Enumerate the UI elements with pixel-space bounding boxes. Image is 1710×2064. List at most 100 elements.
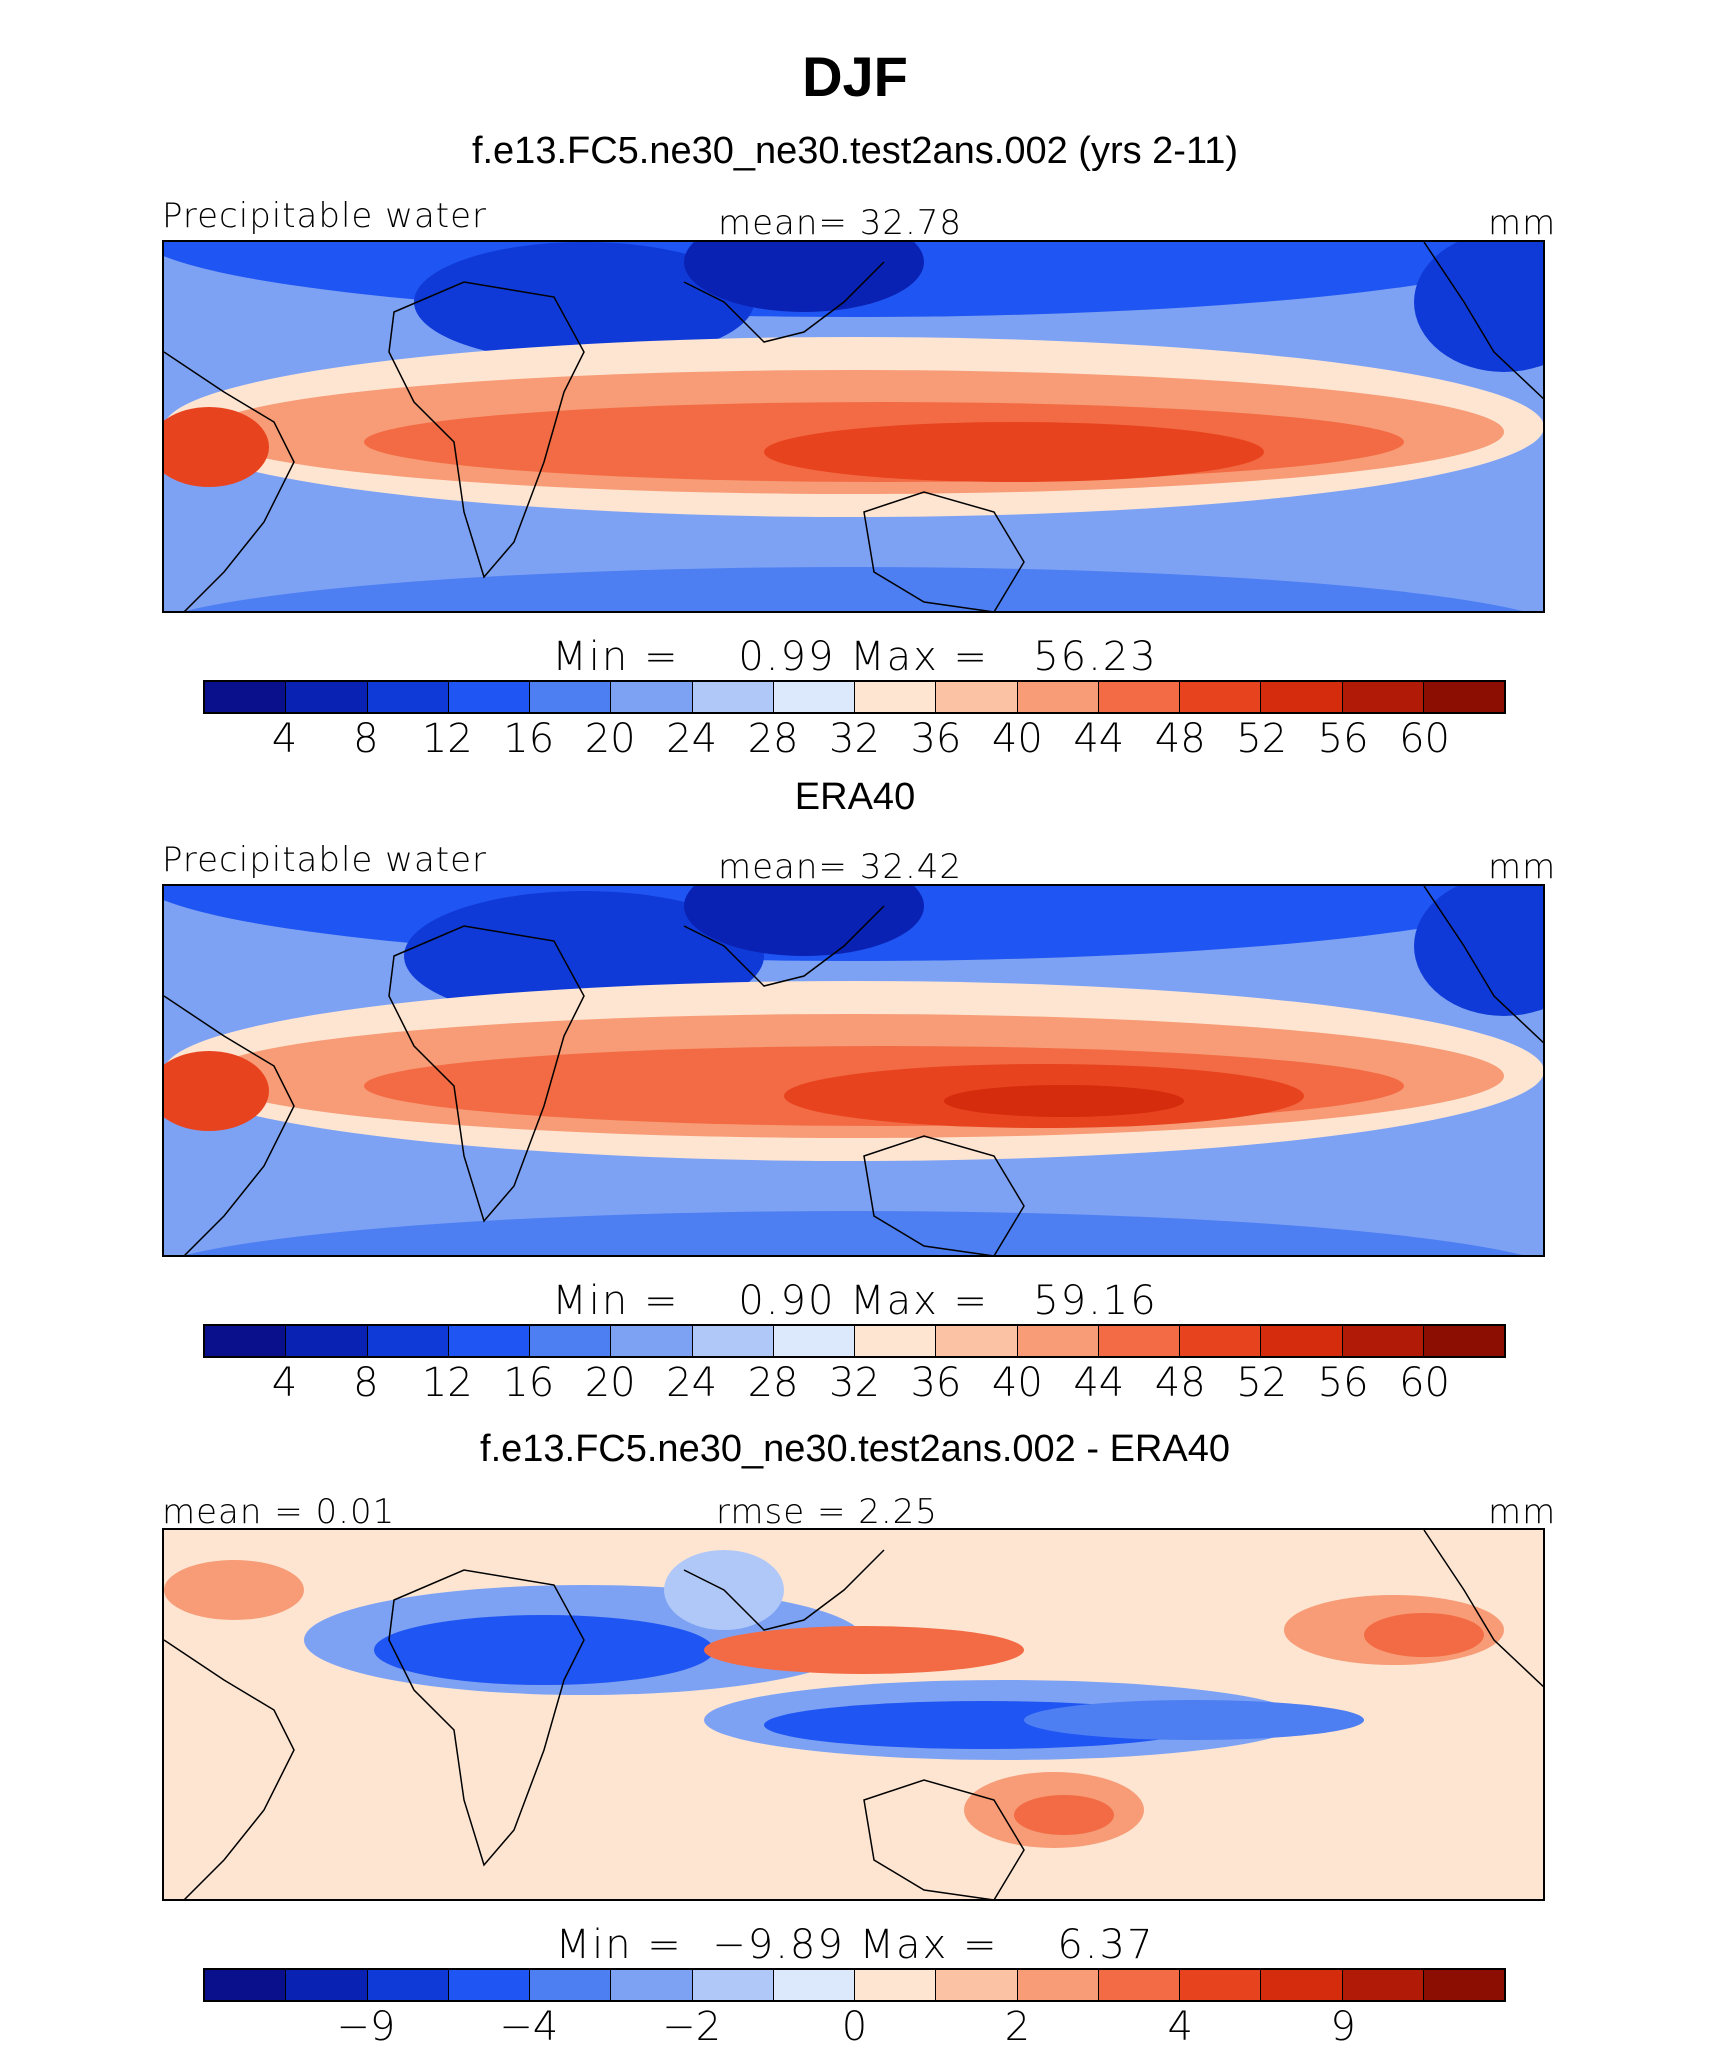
colorbar-swatch xyxy=(936,1970,1018,2000)
asia-coastline xyxy=(683,261,885,343)
colorbar-swatch xyxy=(1342,1326,1424,1356)
colorbar-swatch xyxy=(1423,1326,1504,1356)
colorbar-swatch xyxy=(1342,1970,1424,2000)
panel-3-mean-label: mean = 0.01 xyxy=(162,1492,396,1532)
colorbar-tick-label: 48 xyxy=(1154,1360,1206,1406)
colorbar-swatch xyxy=(1017,682,1099,712)
colorbar-swatch xyxy=(448,1326,530,1356)
colorbar-swatch xyxy=(611,682,693,712)
panel-1-map-svg xyxy=(164,242,1543,611)
panel-2-variable-label: Precipitable water xyxy=(162,840,488,880)
colorbar-tick-label: 44 xyxy=(1073,1360,1125,1406)
panel-3-map-svg xyxy=(164,1530,1543,1899)
panel-1-mean-label: mean= 32.78 xyxy=(718,203,963,243)
panel-1-variable-label: Precipitable water xyxy=(162,196,488,236)
colorbar-swatch xyxy=(1180,1970,1262,2000)
sahara-dry-region xyxy=(414,242,754,362)
australia-coastline xyxy=(863,1779,1025,1899)
colorbar-tick-label: 32 xyxy=(829,716,880,762)
colorbar-swatch xyxy=(367,682,449,712)
colorbar-swatch xyxy=(692,1970,774,2000)
panel-2-map xyxy=(162,884,1545,1257)
colorbar-tick-label: 40 xyxy=(991,716,1043,762)
panel-1-minmax: Min = 0.99 Max = 56.23 xyxy=(552,634,1158,680)
south-america-coastline xyxy=(164,1639,295,1899)
colorbar-tick-label: −9 xyxy=(336,2004,396,2050)
panel-2-units-label: mm xyxy=(1488,847,1557,887)
colorbar-swatch xyxy=(855,1326,937,1356)
colorbar-swatch xyxy=(530,682,612,712)
asia-coastline xyxy=(683,1549,885,1631)
colorbar-swatch xyxy=(1098,1326,1180,1356)
colorbar-tick-label: 52 xyxy=(1236,1360,1288,1406)
amazon-moist-region xyxy=(164,1051,269,1131)
colorbar-swatch xyxy=(773,682,855,712)
panel-1-colorbar xyxy=(203,680,1506,714)
south-low-band xyxy=(185,1211,1523,1255)
panel-3-units-label: mm xyxy=(1488,1492,1557,1532)
colorbar-tick-label: 16 xyxy=(503,716,555,762)
colorbar-swatch xyxy=(530,1326,612,1356)
panel-3-title: f.e13.FC5.ne30_ne30.test2ans.002 - ERA40 xyxy=(480,1428,1230,1470)
panel-1-colorbar-ticks: 4 8 12 16 20 24 28 32 36 40 44 48 52 56 60 xyxy=(203,716,1506,766)
colorbar-tick-label: 2 xyxy=(1004,2004,1031,2050)
colorbar-tick-label: 4 xyxy=(271,716,298,762)
colorbar-tick-label: 60 xyxy=(1399,1360,1451,1406)
panel-3-minmax: Min = −9.89 Max = 6.37 xyxy=(555,1922,1155,1968)
asia-coastline xyxy=(683,905,885,987)
panel-2-mean-label: mean= 32.42 xyxy=(718,847,963,887)
east-pacific-positive-core xyxy=(1364,1613,1484,1657)
colorbar-tick-label: 60 xyxy=(1399,716,1451,762)
colorbar-tick-label: −4 xyxy=(499,2004,559,2050)
amazon-moist-region xyxy=(164,407,269,487)
north-america-coastline xyxy=(1423,886,1543,1044)
colorbar-tick-label: 4 xyxy=(1167,2004,1193,2050)
colorbar-swatch xyxy=(936,1326,1018,1356)
colorbar-tick-label: 48 xyxy=(1154,716,1206,762)
colorbar-swatch xyxy=(448,1970,530,2000)
north-america-coastline xyxy=(1423,1530,1543,1688)
australia-coastline xyxy=(863,491,1025,611)
colorbar-swatch xyxy=(205,1326,287,1356)
central-pacific-negative-band xyxy=(1024,1700,1364,1740)
colorbar-swatch xyxy=(1098,1970,1180,2000)
colorbar-swatch xyxy=(1017,1970,1099,2000)
colorbar-tick-label: 20 xyxy=(584,1360,636,1406)
indian-ocean-positive-band xyxy=(704,1626,1024,1674)
panel-1-title: f.e13.FC5.ne30_ne30.test2ans.002 (yrs 2-… xyxy=(471,130,1239,172)
colorbar-swatch xyxy=(1180,682,1262,712)
colorbar-tick-label: 56 xyxy=(1317,1360,1369,1406)
colorbar-tick-label: 24 xyxy=(666,716,718,762)
colorbar-tick-label: 12 xyxy=(421,1360,473,1406)
asia-dry-region xyxy=(684,886,924,956)
colorbar-tick-label: 4 xyxy=(271,1360,298,1406)
colorbar-swatch xyxy=(1017,1326,1099,1356)
colorbar-tick-label: 24 xyxy=(666,1360,718,1406)
colorbar-tick-label: 0 xyxy=(841,2004,868,2050)
warm-pool-56 xyxy=(944,1085,1184,1117)
colorbar-swatch xyxy=(611,1326,693,1356)
colorbar-swatch xyxy=(1423,682,1504,712)
africa-coastline xyxy=(388,281,585,579)
colorbar-swatch xyxy=(611,1970,693,2000)
colorbar-swatch xyxy=(286,1326,368,1356)
australia-positive-core xyxy=(1014,1795,1114,1835)
figure-title: DJF xyxy=(802,45,908,108)
australia-coastline xyxy=(863,1135,1025,1255)
colorbar-swatch xyxy=(1261,1970,1343,2000)
colorbar-tick-label: 56 xyxy=(1317,716,1369,762)
north-america-coastline xyxy=(1423,242,1543,400)
colorbar-tick-label: −2 xyxy=(662,2004,722,2050)
africa-coastline xyxy=(388,1569,585,1867)
colorbar-tick-label: 8 xyxy=(353,716,379,762)
south-america-coastline xyxy=(164,995,295,1255)
warm-pool-52 xyxy=(764,422,1264,482)
colorbar-swatch xyxy=(205,682,287,712)
colorbar-swatch xyxy=(205,1970,287,2000)
colorbar-swatch xyxy=(855,1970,937,2000)
colorbar-swatch xyxy=(286,682,368,712)
africa-negative-core xyxy=(374,1615,714,1685)
colorbar-tick-label: 28 xyxy=(747,716,799,762)
panel-1-units-label: mm xyxy=(1488,203,1557,243)
colorbar-tick-label: 16 xyxy=(503,1360,555,1406)
